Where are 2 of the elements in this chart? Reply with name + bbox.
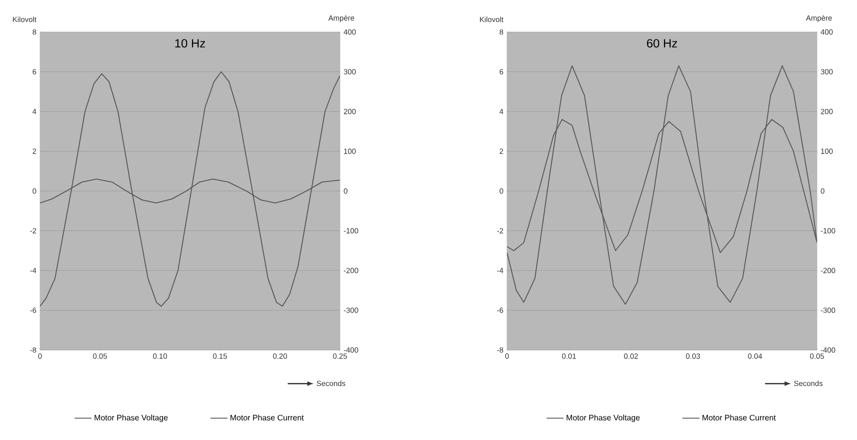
chart-title: 10 Hz [175, 39, 205, 48]
chart-title: 60 Hz [647, 39, 677, 48]
